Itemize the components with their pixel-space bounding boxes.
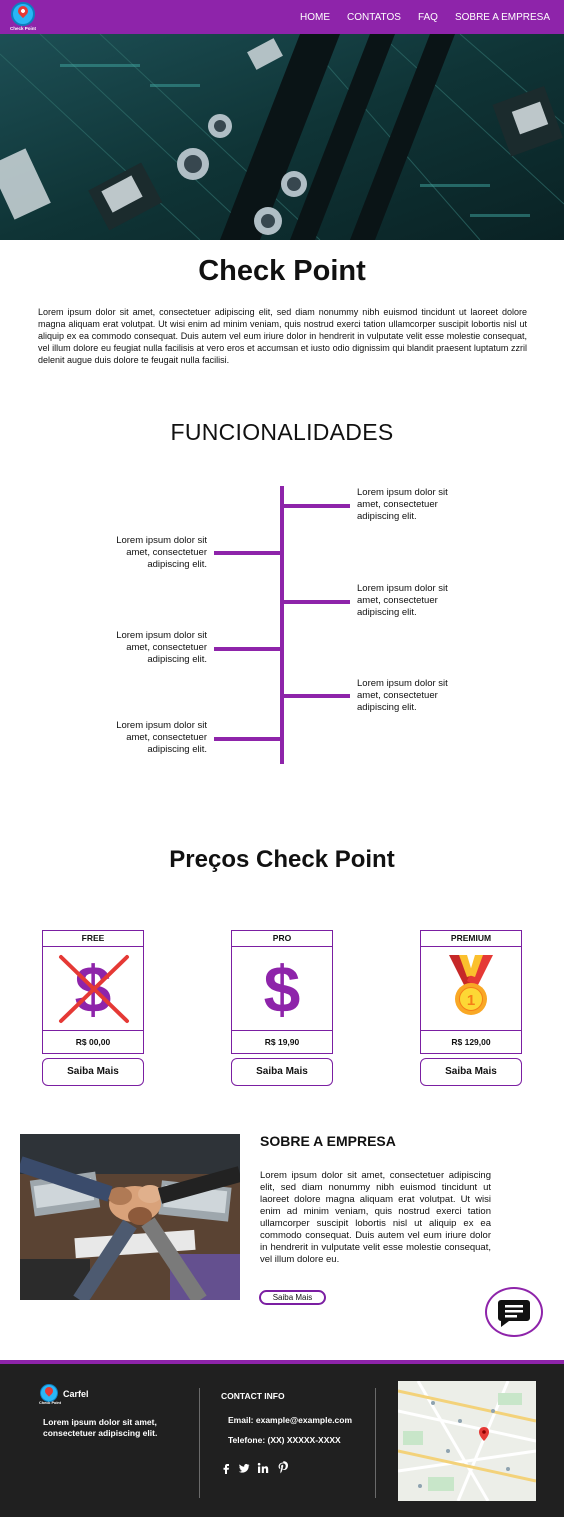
about-paragraph: Lorem ipsum dolor sit amet, consectetuer… bbox=[260, 1170, 491, 1265]
about-saiba-mais-button[interactable]: Saiba Mais bbox=[259, 1290, 326, 1305]
dollar-icon: $ bbox=[263, 952, 301, 1026]
footer: Check Point Carfel Lorem ipsum dolor sit… bbox=[0, 1360, 564, 1517]
hero-image bbox=[0, 34, 564, 240]
plan-name: PRO bbox=[232, 931, 332, 947]
circuit-board-image bbox=[0, 34, 564, 240]
price-card-free: FREE $ R$ 00,00 bbox=[42, 930, 144, 1054]
logo-text: Check Point bbox=[9, 26, 36, 31]
nav-link-faq[interactable]: FAQ bbox=[417, 11, 438, 23]
footer-logo[interactable]: Check Point bbox=[39, 1384, 61, 1405]
plan-image: $ bbox=[232, 947, 332, 1031]
twitter-icon[interactable] bbox=[237, 1461, 251, 1475]
timeline-branch bbox=[284, 504, 350, 508]
intro-paragraph: Lorem ipsum dolor sit amet, consectetuer… bbox=[38, 307, 527, 365]
contact-email: Email: example@example.com bbox=[228, 1415, 353, 1425]
footer-brand: Carfel bbox=[63, 1389, 89, 1399]
contact-title: CONTACT INFO bbox=[221, 1391, 285, 1401]
about-title: SOBRE A EMPRESA bbox=[260, 1133, 396, 1149]
plan-image: 1 bbox=[421, 947, 521, 1031]
timeline-branch bbox=[214, 647, 280, 651]
footer-divider bbox=[199, 1388, 200, 1498]
medal-icon: 1 bbox=[449, 955, 493, 1015]
chat-bubble-icon bbox=[498, 1300, 530, 1327]
medal-rank: 1 bbox=[467, 992, 475, 1009]
facebook-icon[interactable] bbox=[219, 1461, 233, 1475]
logo[interactable]: Check Point bbox=[8, 2, 38, 32]
plan-price: R$ 129,00 bbox=[451, 1037, 491, 1047]
timeline-branch bbox=[214, 737, 280, 741]
pricing-title: Preços Check Point bbox=[169, 846, 395, 873]
price-card-premium: PREMIUM 1 R$ 129,00 bbox=[420, 930, 522, 1054]
chat-button[interactable] bbox=[485, 1287, 543, 1337]
features-title: FUNCIONALIDADES bbox=[170, 419, 394, 445]
saiba-mais-button-free[interactable]: Saiba Mais bbox=[42, 1058, 144, 1086]
top-navbar: Check Point HOME CONTATOS FAQ SOBRE A EM… bbox=[0, 0, 564, 34]
plan-image: $ bbox=[43, 947, 143, 1031]
page-title: Check Point bbox=[198, 255, 366, 287]
plan-price: R$ 00,00 bbox=[75, 1037, 111, 1047]
timeline-branch bbox=[284, 600, 350, 604]
timeline-branch bbox=[214, 551, 280, 555]
price-card-pro: PRO $ R$ 19,90 bbox=[231, 930, 333, 1054]
location-map[interactable] bbox=[398, 1381, 536, 1501]
feature-item: Lorem ipsum dolor sit amet, consectetuer… bbox=[357, 583, 448, 618]
map-marker-icon bbox=[479, 1427, 489, 1441]
saiba-mais-button-pro[interactable]: Saiba Mais bbox=[231, 1058, 333, 1086]
team-fist-bump-image bbox=[20, 1134, 240, 1300]
footer-divider bbox=[375, 1388, 376, 1498]
feature-item: Lorem ipsum dolor sit amet, consectetuer… bbox=[116, 630, 207, 665]
timeline-branch bbox=[284, 694, 350, 698]
feature-item: Lorem ipsum dolor sit amet, consectetuer… bbox=[116, 535, 207, 570]
timeline-line bbox=[280, 486, 284, 764]
footer-logo-text: Check Point bbox=[39, 1401, 61, 1405]
nav-link-home[interactable]: HOME bbox=[300, 11, 331, 23]
feature-item: Lorem ipsum dolor sit amet, consectetuer… bbox=[357, 487, 448, 522]
pinterest-icon[interactable] bbox=[276, 1461, 290, 1475]
feature-item: Lorem ipsum dolor sit amet, consectetuer… bbox=[357, 678, 448, 713]
nav-link-sobre[interactable]: SOBRE A EMPRESA bbox=[454, 11, 550, 23]
nav-links: HOME CONTATOS FAQ SOBRE A EMPRESA bbox=[283, 0, 550, 34]
feature-item: Lorem ipsum dolor sit amet, consectetuer… bbox=[116, 720, 207, 755]
saiba-mais-button-premium[interactable]: Saiba Mais bbox=[420, 1058, 522, 1086]
linkedin-icon[interactable] bbox=[256, 1461, 270, 1475]
footer-description: Lorem ipsum dolor sit amet, consectetuer… bbox=[43, 1417, 158, 1438]
contact-phone: Telefone: (XX) XXXXX-XXXX bbox=[228, 1435, 341, 1445]
nav-link-contatos[interactable]: CONTATOS bbox=[347, 11, 401, 23]
plan-price: R$ 19,90 bbox=[264, 1037, 300, 1047]
plan-name: FREE bbox=[43, 931, 143, 947]
plan-name: PREMIUM bbox=[421, 931, 521, 947]
